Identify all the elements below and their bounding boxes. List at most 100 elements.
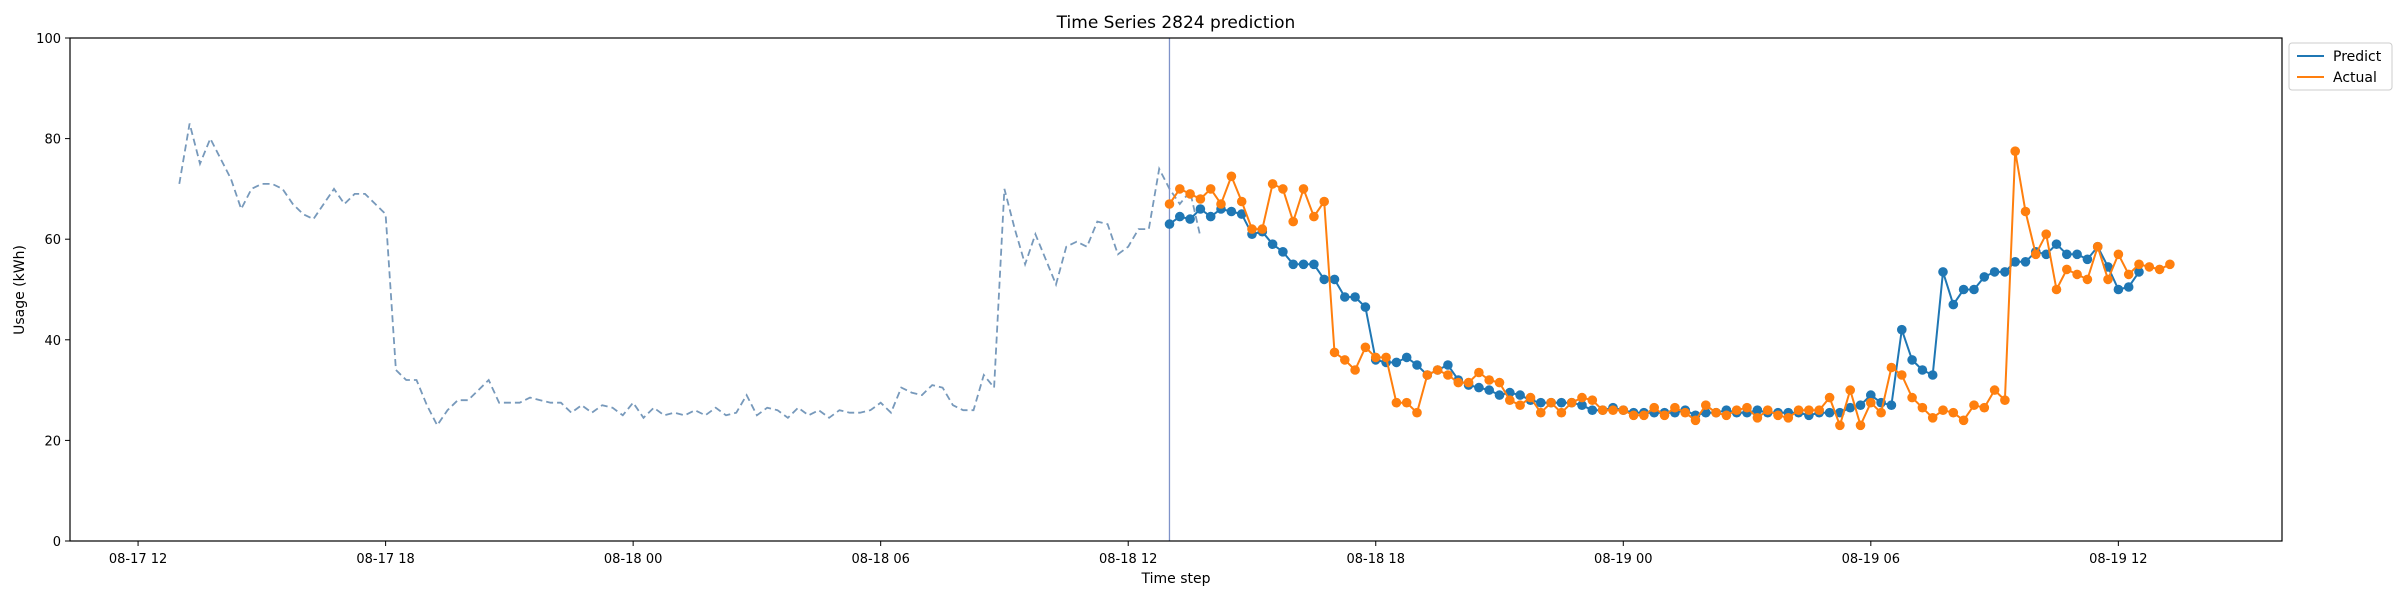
- data-point-actual: [1845, 385, 1855, 395]
- data-point-actual: [1340, 355, 1350, 365]
- data-point-actual: [1453, 377, 1464, 388]
- data-point-predict: [1298, 259, 1309, 270]
- series-line-predict: [1168, 207, 2140, 417]
- data-point-actual: [1422, 370, 1433, 380]
- data-point-predict: [1319, 274, 1329, 285]
- data-point-actual: [1515, 400, 1525, 411]
- data-point-actual: [1505, 395, 1515, 406]
- data-point-actual: [1536, 407, 1546, 418]
- data-point-actual: [1927, 413, 1938, 423]
- data-point-predict: [1494, 390, 1505, 400]
- legend-box: [2288, 42, 2393, 91]
- data-point-predict: [1443, 360, 1453, 370]
- data-point-predict: [1515, 390, 1525, 400]
- data-point-actual: [2165, 259, 2175, 270]
- x-tick-label: 08-19 06: [1842, 552, 1900, 567]
- plot-frame: [69, 37, 2283, 542]
- data-point-predict: [1474, 382, 1484, 393]
- data-point-predict: [1948, 299, 1959, 310]
- data-point-predict: [1350, 292, 1360, 302]
- data-point-actual: [1525, 392, 1536, 403]
- data-point-actual: [1412, 407, 1422, 418]
- x-tick-label: 08-18 00: [604, 552, 662, 567]
- data-point-actual: [1463, 377, 1474, 388]
- data-point-predict: [1185, 214, 1195, 224]
- data-point-predict: [2082, 254, 2093, 265]
- data-point-predict: [1309, 259, 1319, 270]
- data-point-actual: [1309, 211, 1319, 222]
- data-point-predict: [1969, 284, 1979, 295]
- data-point-predict: [1340, 292, 1350, 302]
- data-point-predict: [2113, 284, 2124, 295]
- y-tick-label: 40: [44, 334, 61, 349]
- data-point-actual: [2144, 262, 2155, 272]
- data-point-actual: [1721, 410, 1732, 421]
- data-point-actual: [1876, 407, 1886, 418]
- data-point-actual: [1783, 413, 1794, 423]
- data-point-predict: [1536, 397, 1546, 408]
- data-point-actual: [1247, 224, 1257, 234]
- data-point-actual: [1948, 407, 1959, 418]
- data-point-actual: [1494, 377, 1505, 388]
- data-point-actual: [1257, 224, 1268, 234]
- data-point-predict: [2062, 249, 2072, 260]
- y-axis-label: Usage (kWh): [12, 245, 28, 335]
- data-point-actual: [1608, 405, 1618, 416]
- chart-title: Time Series 2824 prediction: [1056, 13, 1296, 33]
- data-point-actual: [2020, 206, 2031, 217]
- data-point-actual: [1370, 352, 1381, 363]
- data-point-actual: [1195, 194, 1206, 204]
- data-point-actual: [1752, 413, 1763, 423]
- data-point-predict: [1175, 211, 1185, 222]
- data-point-actual: [2051, 284, 2062, 295]
- data-point-actual: [1298, 184, 1309, 194]
- data-point-predict: [1587, 405, 1598, 416]
- data-point-actual: [1329, 347, 1340, 358]
- data-point-predict: [1866, 390, 1876, 400]
- data-point-actual: [1886, 362, 1897, 373]
- data-point-actual: [1814, 405, 1824, 416]
- data-point-actual: [1711, 407, 1721, 418]
- data-point-actual: [2092, 241, 2103, 252]
- data-point-actual: [1205, 184, 1216, 194]
- data-point-actual: [1288, 216, 1298, 227]
- data-point-predict: [1288, 259, 1298, 270]
- data-point-actual: [1639, 410, 1649, 421]
- plot-area: [178, 38, 2175, 541]
- data-point-actual: [1958, 415, 1969, 426]
- data-point-predict: [1938, 267, 1948, 277]
- data-point-actual: [1597, 405, 1608, 416]
- data-point-predict: [2020, 257, 2031, 267]
- data-point-actual: [1670, 402, 1680, 413]
- data-point-actual: [2031, 249, 2041, 260]
- data-point-actual: [1319, 196, 1329, 207]
- data-point-predict: [2123, 282, 2134, 292]
- data-point-actual: [1577, 392, 1587, 403]
- data-point-actual: [1443, 370, 1453, 380]
- data-point-actual: [1401, 397, 1412, 408]
- data-point-actual: [1484, 375, 1494, 385]
- data-point-actual: [1917, 402, 1928, 413]
- x-tick-label: 08-18 06: [851, 552, 909, 567]
- data-point-predict: [1845, 402, 1855, 413]
- data-point-actual: [1546, 397, 1556, 408]
- x-tick-label: 08-19 00: [1594, 552, 1652, 567]
- data-point-actual: [1278, 184, 1288, 194]
- data-point-predict: [1917, 365, 1928, 375]
- data-point-actual: [1762, 405, 1773, 416]
- y-tick-label: 80: [44, 133, 61, 148]
- data-point-predict: [1958, 284, 1969, 295]
- legend: Predict Actual: [2288, 42, 2393, 91]
- data-point-actual: [1185, 189, 1195, 199]
- data-point-actual: [1793, 405, 1804, 416]
- data-point-actual: [1649, 402, 1659, 413]
- series-line-actual: [1168, 151, 2171, 429]
- data-point-predict: [1484, 385, 1494, 395]
- data-point-actual: [1236, 196, 1247, 207]
- data-point-predict: [1752, 405, 1763, 416]
- data-point-actual: [1350, 365, 1360, 375]
- data-point-actual: [1969, 400, 1979, 411]
- data-point-actual: [2154, 264, 2165, 275]
